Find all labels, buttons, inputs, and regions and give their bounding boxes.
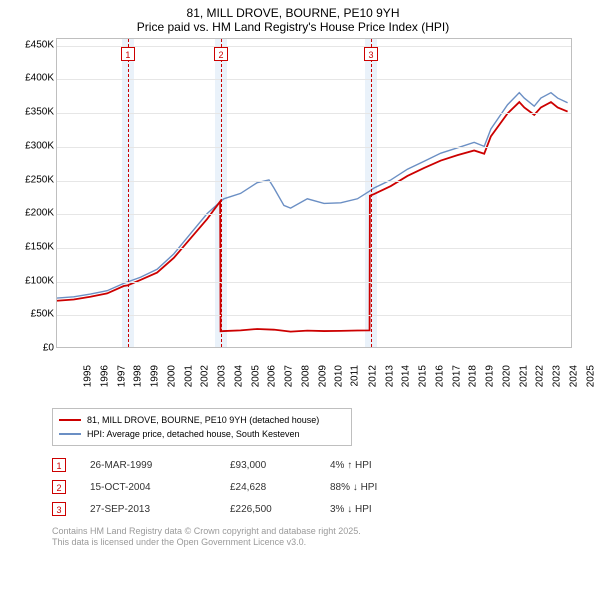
title-subtitle: Price paid vs. HM Land Registry's House …: [8, 20, 578, 34]
plot-wrapper: £0 £50K £100K £150K £200K £250K £300K £350K £400…: [12, 38, 572, 376]
marker-index-box: 3: [364, 47, 378, 61]
x-tick-label: 2013: [384, 365, 395, 387]
sales-date: 26-MAR-1999: [90, 460, 230, 471]
y-tick-label: £200K: [12, 208, 54, 219]
y-tick-label: £400K: [12, 73, 54, 84]
x-tick-label: 1997: [116, 365, 127, 387]
sales-index-box: 1: [52, 458, 66, 472]
gridline: [57, 214, 571, 215]
gridline: [57, 147, 571, 148]
x-tick-label: 2019: [484, 365, 495, 387]
x-tick-label: 2014: [401, 365, 412, 387]
x-tick-label: 1998: [133, 365, 144, 387]
sales-row: 3 27-SEP-2013 £226,500 3% ↓ HPI: [52, 498, 578, 520]
y-tick-label: £450K: [12, 39, 54, 50]
y-tick-label: £350K: [12, 107, 54, 118]
series-line: [57, 93, 568, 298]
marker-line: [128, 39, 129, 347]
y-tick-label: £100K: [12, 275, 54, 286]
gridline: [57, 113, 571, 114]
y-tick-label: £250K: [12, 174, 54, 185]
y-tick-label: £50K: [12, 309, 54, 320]
x-tick-label: 2005: [250, 365, 261, 387]
x-tick-label: 2011: [350, 365, 361, 387]
chart-container: 81, MILL DROVE, BOURNE, PE10 9YH Price p…: [0, 0, 600, 590]
marker-line: [221, 39, 222, 347]
gridline: [57, 79, 571, 80]
x-tick-label: 2016: [434, 365, 445, 387]
footnote: Contains HM Land Registry data © Crown c…: [52, 526, 578, 549]
gridline: [57, 315, 571, 316]
marker-index-box: 2: [214, 47, 228, 61]
x-tick-label: 2022: [535, 365, 546, 387]
sales-price: £24,628: [230, 482, 330, 493]
x-tick-label: 2008: [300, 365, 311, 387]
footnote-line: This data is licensed under the Open Gov…: [52, 537, 578, 548]
legend-swatch: [59, 433, 81, 435]
x-tick-label: 1995: [82, 365, 93, 387]
sales-date: 15-OCT-2004: [90, 482, 230, 493]
marker-index-box: 1: [121, 47, 135, 61]
sales-row: 2 15-OCT-2004 £24,628 88% ↓ HPI: [52, 476, 578, 498]
x-tick-label: 2025: [585, 365, 596, 387]
x-tick-label: 2006: [267, 365, 278, 387]
title-block: 81, MILL DROVE, BOURNE, PE10 9YH Price p…: [8, 6, 578, 34]
gridline: [57, 248, 571, 249]
legend-item: 81, MILL DROVE, BOURNE, PE10 9YH (detach…: [59, 413, 345, 427]
y-tick-label: £150K: [12, 241, 54, 252]
x-tick-label: 2009: [317, 365, 328, 387]
sales-price: £226,500: [230, 504, 330, 515]
x-tick-label: 2021: [518, 365, 529, 387]
x-tick-label: 2012: [367, 365, 378, 387]
x-tick-label: 2010: [334, 365, 345, 387]
gridline: [57, 282, 571, 283]
y-tick-label: £300K: [12, 140, 54, 151]
title-address: 81, MILL DROVE, BOURNE, PE10 9YH: [8, 6, 578, 20]
x-tick-label: 2024: [568, 365, 579, 387]
sales-date: 27-SEP-2013: [90, 504, 230, 515]
legend-label: HPI: Average price, detached house, Sout…: [87, 429, 299, 439]
x-tick-label: 2023: [551, 365, 562, 387]
sales-index-box: 2: [52, 480, 66, 494]
x-tick-label: 2020: [501, 365, 512, 387]
sales-delta: 3% ↓ HPI: [330, 504, 450, 515]
series-line: [57, 102, 568, 332]
sales-delta: 88% ↓ HPI: [330, 482, 450, 493]
legend-label: 81, MILL DROVE, BOURNE, PE10 9YH (detach…: [87, 415, 319, 425]
x-tick-label: 2003: [216, 365, 227, 387]
sales-table: 1 26-MAR-1999 £93,000 4% ↑ HPI 2 15-OCT-…: [52, 454, 578, 520]
sales-price: £93,000: [230, 460, 330, 471]
sales-row: 1 26-MAR-1999 £93,000 4% ↑ HPI: [52, 454, 578, 476]
x-tick-label: 2002: [200, 365, 211, 387]
legend-item: HPI: Average price, detached house, Sout…: [59, 427, 345, 441]
x-tick-label: 1999: [149, 365, 160, 387]
x-tick-label: 2001: [183, 365, 194, 387]
marker-line: [371, 39, 372, 347]
sales-index-box: 3: [52, 502, 66, 516]
y-tick-label: £0: [12, 343, 54, 354]
x-tick-label: 2015: [417, 365, 428, 387]
footnote-line: Contains HM Land Registry data © Crown c…: [52, 526, 578, 537]
legend-swatch: [59, 419, 81, 421]
x-tick-label: 1996: [99, 365, 110, 387]
x-tick-label: 2004: [233, 365, 244, 387]
x-tick-label: 2007: [283, 365, 294, 387]
series-svg: [57, 39, 571, 348]
x-tick-label: 2017: [451, 365, 462, 387]
sales-delta: 4% ↑ HPI: [330, 460, 450, 471]
x-tick-label: 2000: [166, 365, 177, 387]
plot-area: 1 2 3: [56, 38, 572, 348]
gridline: [57, 181, 571, 182]
legend-box: 81, MILL DROVE, BOURNE, PE10 9YH (detach…: [52, 408, 352, 446]
x-tick-label: 2018: [468, 365, 479, 387]
